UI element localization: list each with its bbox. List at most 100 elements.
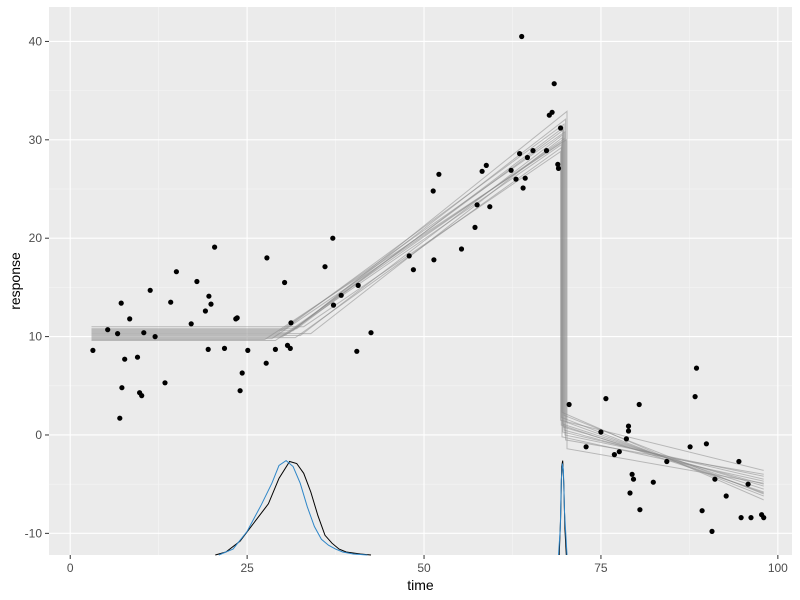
data-point xyxy=(245,347,251,353)
data-point xyxy=(208,301,214,307)
data-point xyxy=(736,458,742,465)
data-point xyxy=(508,167,514,173)
data-point xyxy=(598,429,604,435)
x-axis: 0 25 50 75 100 xyxy=(67,555,788,575)
data-point xyxy=(410,267,416,273)
data-point xyxy=(472,224,478,230)
data-point xyxy=(522,175,528,181)
data-point xyxy=(723,493,729,499)
data-point xyxy=(168,299,174,305)
grid-minor xyxy=(49,7,792,555)
data-point xyxy=(611,452,618,458)
data-point xyxy=(636,401,642,408)
data-point xyxy=(212,244,218,250)
data-point xyxy=(282,279,288,286)
density-cp1-a xyxy=(215,460,372,556)
panel-background xyxy=(49,7,792,555)
y-axis-title: response xyxy=(7,252,23,310)
fit-line xyxy=(91,138,764,494)
data-point xyxy=(239,370,245,376)
data-point xyxy=(287,345,293,351)
data-point xyxy=(738,515,744,521)
data-point xyxy=(625,423,632,429)
data-points xyxy=(90,33,767,535)
fit-line xyxy=(91,146,764,497)
data-point xyxy=(117,415,123,421)
x-axis-title: time xyxy=(407,577,434,593)
x-tick-label: 0 xyxy=(67,561,74,575)
data-point xyxy=(119,385,125,391)
data-point xyxy=(355,282,361,288)
data-point xyxy=(115,331,121,337)
data-point xyxy=(234,315,240,321)
data-point xyxy=(436,171,442,177)
data-point xyxy=(524,154,531,161)
y-tick-label: 0 xyxy=(35,428,42,442)
data-point xyxy=(202,308,208,314)
data-point xyxy=(687,444,693,450)
fit-line xyxy=(91,118,764,475)
y-tick-label: 30 xyxy=(29,133,43,147)
data-point xyxy=(263,360,269,366)
data-point xyxy=(555,165,562,171)
data-point xyxy=(431,257,437,263)
data-point xyxy=(205,346,211,352)
data-point xyxy=(583,444,589,450)
data-point xyxy=(338,292,344,298)
data-point xyxy=(693,365,700,371)
fit-line xyxy=(91,110,764,484)
data-point xyxy=(616,449,622,455)
data-point xyxy=(474,202,480,208)
x-tick-label: 100 xyxy=(768,561,788,575)
data-point xyxy=(173,269,179,275)
data-point xyxy=(630,476,637,482)
data-point xyxy=(162,380,168,386)
data-point xyxy=(517,151,523,157)
data-point xyxy=(629,471,635,477)
data-point xyxy=(194,278,200,285)
data-point xyxy=(127,316,133,322)
data-point xyxy=(699,508,705,514)
fit-line xyxy=(91,150,764,471)
data-point xyxy=(134,354,141,360)
data-point xyxy=(625,428,632,434)
data-point xyxy=(664,458,670,465)
data-point xyxy=(637,507,643,513)
data-point xyxy=(712,476,718,482)
data-point xyxy=(748,515,754,521)
data-point xyxy=(105,327,111,333)
data-point xyxy=(237,388,243,394)
data-point xyxy=(188,321,194,327)
data-point xyxy=(152,334,158,340)
y-tick-label: 20 xyxy=(29,231,43,245)
data-point xyxy=(479,168,485,174)
y-tick-label: 10 xyxy=(29,330,43,344)
data-point xyxy=(272,346,278,352)
data-point xyxy=(487,204,493,210)
data-point xyxy=(555,161,561,167)
x-tick-label: 25 xyxy=(240,561,254,575)
data-point xyxy=(551,81,557,87)
data-point xyxy=(623,436,630,442)
data-point xyxy=(520,185,526,191)
data-point xyxy=(513,176,519,182)
data-point xyxy=(458,246,465,252)
data-point xyxy=(139,393,145,399)
data-point xyxy=(330,302,337,308)
data-point xyxy=(221,345,228,351)
data-point xyxy=(558,125,564,131)
data-point xyxy=(566,401,572,408)
data-point xyxy=(530,148,536,154)
data-point xyxy=(709,528,715,535)
data-point xyxy=(483,162,489,168)
fit-lines xyxy=(91,110,764,501)
data-point xyxy=(322,264,328,270)
data-point xyxy=(147,287,153,293)
data-point xyxy=(703,441,710,447)
data-point xyxy=(141,330,147,336)
data-point xyxy=(264,255,270,261)
data-point xyxy=(206,293,212,299)
data-point xyxy=(406,253,412,259)
y-tick-label: 40 xyxy=(29,34,43,48)
